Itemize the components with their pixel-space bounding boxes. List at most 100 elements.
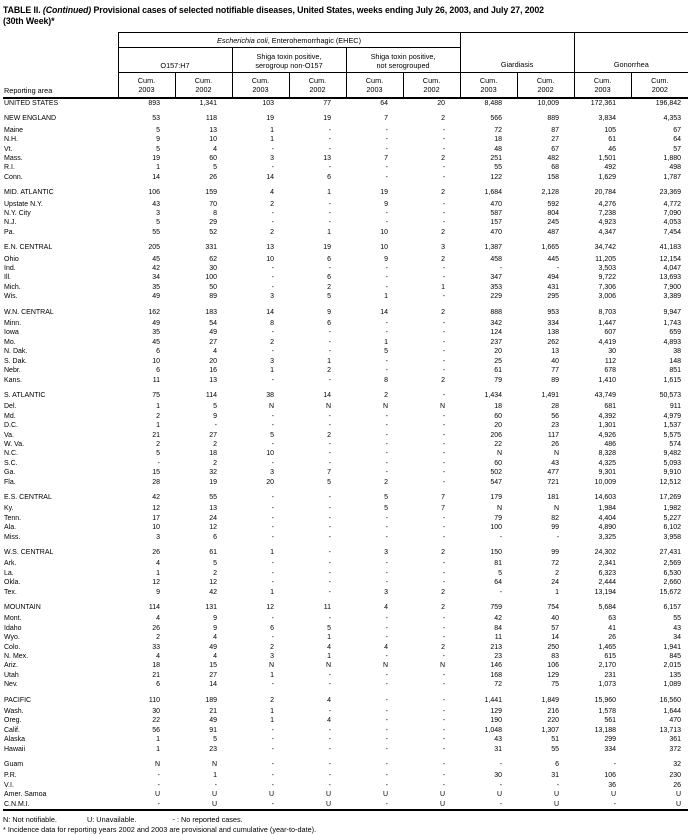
value-cell: 1,984 (598, 505, 617, 513)
value-cell: 179 (490, 493, 503, 501)
reporting-area-cell: N.H. (4, 136, 18, 144)
reporting-area-cell: Nev. (4, 681, 18, 689)
value-cell: 5 (213, 736, 217, 744)
value-cell: 4 (156, 615, 160, 623)
value-cell: 23 (551, 422, 560, 430)
value-cell: 18 (494, 136, 503, 144)
value-cell: - (271, 533, 274, 541)
value-cell: 103 (262, 100, 274, 107)
value-cell: - (328, 164, 331, 172)
value-cell: 181 (547, 493, 560, 501)
value-cell: - (385, 579, 388, 587)
value-cell: 50 (209, 283, 217, 291)
value-cell: - (328, 588, 331, 596)
value-cell: 206 (490, 431, 503, 439)
value-cell: - (232, 799, 289, 812)
value-cell: 28 (152, 478, 160, 486)
value-cell: 2 (384, 391, 388, 399)
value-cell: 19 (323, 244, 331, 252)
value-cell: 6,530 (663, 569, 682, 577)
value-cell: - (385, 634, 388, 642)
value-cell: - (385, 781, 388, 789)
footnote-asterisk: * Incidence data for reporting years 200… (3, 824, 317, 834)
value-cell: 11 (152, 376, 160, 384)
value-cell: 678 (604, 367, 617, 375)
reporting-area-cell: Mont. (4, 615, 22, 623)
value-cell: 13,194 (594, 588, 617, 596)
value-cell: 14 (380, 308, 388, 316)
value-cell: 122 (490, 173, 503, 181)
value-cell: - (442, 329, 446, 337)
table-title-line2: (30th Week)* (3, 16, 55, 26)
reporting-area-cell: Kans. (4, 376, 22, 384)
footnote-n: N: Not notifiable. (3, 815, 57, 825)
value-cell: 23 (209, 745, 217, 753)
value-cell: 347 (490, 274, 503, 282)
value-cell: - (328, 548, 331, 556)
value-cell: - (442, 210, 446, 218)
value-cell: 250 (547, 643, 560, 651)
value-cell: 14,603 (594, 493, 617, 501)
reporting-area-cell: Conn. (4, 173, 23, 181)
reporting-area-cell: UNITED STATES (4, 100, 59, 107)
value-cell: 5,684 (598, 603, 617, 611)
value-cell: - (385, 357, 388, 365)
reporting-area-cell: La. (4, 569, 14, 577)
value-cell: - (271, 579, 274, 587)
value-cell: - (385, 173, 388, 181)
value-cell: 13 (209, 376, 217, 384)
value-cell: - (442, 274, 446, 282)
value-cell: 587 (490, 210, 503, 218)
value-cell: 16 (209, 367, 217, 375)
value-cell: 4 (156, 560, 160, 568)
value-cell: 13,693 (659, 274, 682, 282)
value-cell: 1,465 (598, 643, 617, 651)
value-cell: 35 (152, 283, 160, 291)
value-cell: - (328, 579, 331, 587)
value-cell: 1,501 (598, 155, 617, 163)
value-cell: 1 (270, 126, 274, 134)
value-cell: 1 (327, 189, 331, 197)
value-cell: 334 (547, 320, 560, 328)
value-cell: 26 (209, 173, 217, 181)
value-cell: 124 (490, 329, 503, 337)
table-row: S. Dak. 10 20 3 1 - - 25 40 112 148 (3, 357, 688, 366)
value-cell: - (442, 579, 446, 587)
reporting-area-cell: W. Va. (4, 440, 25, 448)
value-cell: 9,947 (663, 308, 682, 316)
reporting-area-cell: Colo. (4, 643, 21, 651)
value-cell: 2 (441, 603, 446, 611)
value-cell: 477 (547, 469, 560, 477)
table-row: P.R. - 1 - - - - 30 31 106 230 (3, 771, 688, 780)
value-cell: - (442, 320, 446, 328)
value-cell: 72 (494, 681, 503, 689)
value-cell: - (157, 772, 160, 780)
value-cell: - (556, 265, 560, 273)
value-cell: 14 (266, 173, 274, 181)
value-cell: 9 (384, 200, 388, 208)
value-cell: - (271, 736, 274, 744)
value-cell: 46 (608, 145, 617, 153)
value-cell: 889 (547, 115, 560, 123)
table-row: Maine 5 13 1 - - - 72 87 105 67 (3, 126, 688, 135)
value-cell: 172,361 (590, 100, 617, 107)
table-title: TABLE II. (Continued) Provisional cases … (3, 5, 663, 27)
value-cell: 2 (270, 338, 274, 346)
value-cell: - (385, 450, 388, 458)
table-row: Md. 2 9 - - - - 60 56 4,392 4,979 (3, 412, 688, 421)
value-cell: 21 (152, 431, 160, 439)
value-cell: 9 (213, 624, 217, 632)
value-cell: N (439, 662, 446, 670)
reporting-area-cell: MOUNTAIN (4, 603, 41, 611)
value-cell: 20 (209, 357, 217, 365)
value-cell: - (271, 164, 274, 172)
value-cell: 1 (270, 708, 274, 716)
value-cell: 32 (673, 761, 682, 769)
value-cell: 5 (213, 403, 217, 411)
value-cell: 1,615 (663, 376, 682, 384)
value-cell: - (271, 726, 274, 734)
value-cell: - (271, 634, 274, 642)
value-cell: - (499, 533, 503, 541)
value-cell: 7,090 (663, 210, 682, 218)
value-cell: 87 (551, 126, 560, 134)
